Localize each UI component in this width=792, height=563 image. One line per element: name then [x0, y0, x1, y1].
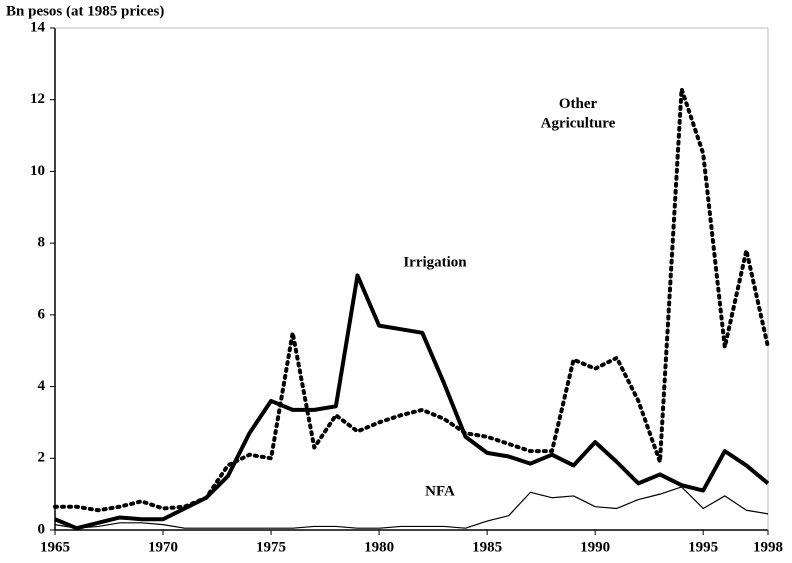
x-tick-label: 1995 — [688, 539, 718, 555]
series-label: Other Agriculture — [541, 96, 616, 132]
y-tick-label: 10 — [30, 163, 45, 179]
x-tick-label: 1990 — [580, 539, 610, 555]
x-tick-label: 1980 — [364, 539, 394, 555]
series-line — [54, 273, 770, 531]
x-tick-label: 1985 — [472, 539, 502, 555]
series-label: Irrigation — [403, 254, 467, 270]
x-tick-label: 1965 — [40, 539, 70, 555]
y-tick-label: 12 — [30, 91, 45, 107]
y-tick-label: 8 — [38, 235, 46, 251]
series-label: NFA — [425, 483, 455, 499]
y-tick-label: 2 — [38, 450, 46, 466]
y-axis-label: Bn pesos (at 1985 prices) — [6, 3, 164, 19]
y-tick-label: 14 — [30, 19, 46, 35]
x-tick-label: 1970 — [148, 539, 178, 555]
series-label-line: Agriculture — [541, 116, 616, 132]
y-tick-label: 0 — [38, 521, 46, 537]
series-line — [54, 486, 769, 529]
series-label-line: Other — [559, 96, 598, 112]
x-tick-label: 1998 — [753, 539, 783, 555]
y-tick-label: 6 — [38, 306, 46, 322]
series-line — [53, 86, 770, 513]
y-tick-label: 4 — [38, 378, 46, 394]
x-tick-label: 1975 — [256, 539, 286, 555]
